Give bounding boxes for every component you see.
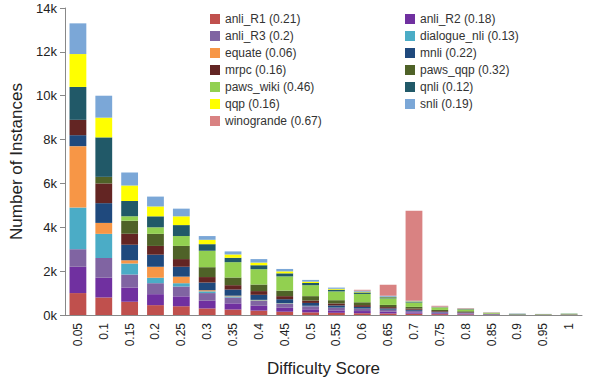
svg-text:0.4: 0.4 [252, 323, 266, 340]
svg-text:paws_wiki (0.46): paws_wiki (0.46) [225, 80, 314, 94]
svg-text:0.2: 0.2 [148, 323, 162, 340]
svg-text:1: 1 [562, 323, 576, 330]
svg-text:dialogue_nli (0.13): dialogue_nli (0.13) [420, 29, 519, 43]
svg-text:4k: 4k [43, 220, 57, 235]
svg-text:0.65: 0.65 [381, 323, 395, 347]
svg-text:0.7: 0.7 [407, 323, 421, 340]
svg-text:0.75: 0.75 [433, 323, 447, 347]
svg-text:anli_R1 (0.21): anli_R1 (0.21) [225, 12, 300, 26]
svg-text:equate (0.06): equate (0.06) [225, 46, 296, 60]
svg-text:paws_qqp (0.32): paws_qqp (0.32) [420, 63, 509, 77]
svg-text:anli_R2 (0.18): anli_R2 (0.18) [420, 12, 495, 26]
svg-text:10k: 10k [36, 88, 57, 103]
svg-text:0.25: 0.25 [174, 323, 188, 347]
svg-text:0.35: 0.35 [226, 323, 240, 347]
svg-text:qnli (0.12): qnli (0.12) [420, 80, 473, 94]
svg-text:anli_R3 (0.2): anli_R3 (0.2) [225, 29, 294, 43]
svg-text:0.95: 0.95 [536, 323, 550, 347]
svg-text:mrpc (0.16): mrpc (0.16) [225, 63, 286, 77]
svg-text:0.55: 0.55 [329, 323, 343, 347]
svg-text:Difficulty Score: Difficulty Score [267, 359, 380, 378]
svg-text:2k: 2k [43, 264, 57, 279]
svg-text:0.05: 0.05 [71, 323, 85, 347]
svg-text:0.1: 0.1 [97, 323, 111, 340]
svg-text:0k: 0k [43, 308, 57, 323]
svg-text:8k: 8k [43, 132, 57, 147]
svg-text:mnli (0.22): mnli (0.22) [420, 46, 477, 60]
svg-text:0.45: 0.45 [278, 323, 292, 347]
svg-text:0.9: 0.9 [510, 323, 524, 340]
svg-text:qqp (0.16): qqp (0.16) [225, 97, 280, 111]
svg-text:6k: 6k [43, 176, 57, 191]
svg-text:snli (0.19): snli (0.19) [420, 97, 473, 111]
svg-text:0.3: 0.3 [200, 323, 214, 340]
svg-text:14k: 14k [36, 1, 57, 16]
svg-text:Number of Instances: Number of Instances [7, 83, 26, 240]
svg-text:0.15: 0.15 [123, 323, 137, 347]
svg-text:0.8: 0.8 [459, 323, 473, 340]
svg-text:12k: 12k [36, 44, 57, 59]
svg-text:winogrande (0.67): winogrande (0.67) [224, 114, 322, 128]
svg-text:0.5: 0.5 [304, 323, 318, 340]
svg-text:0.6: 0.6 [355, 323, 369, 340]
svg-text:0.85: 0.85 [485, 323, 499, 347]
